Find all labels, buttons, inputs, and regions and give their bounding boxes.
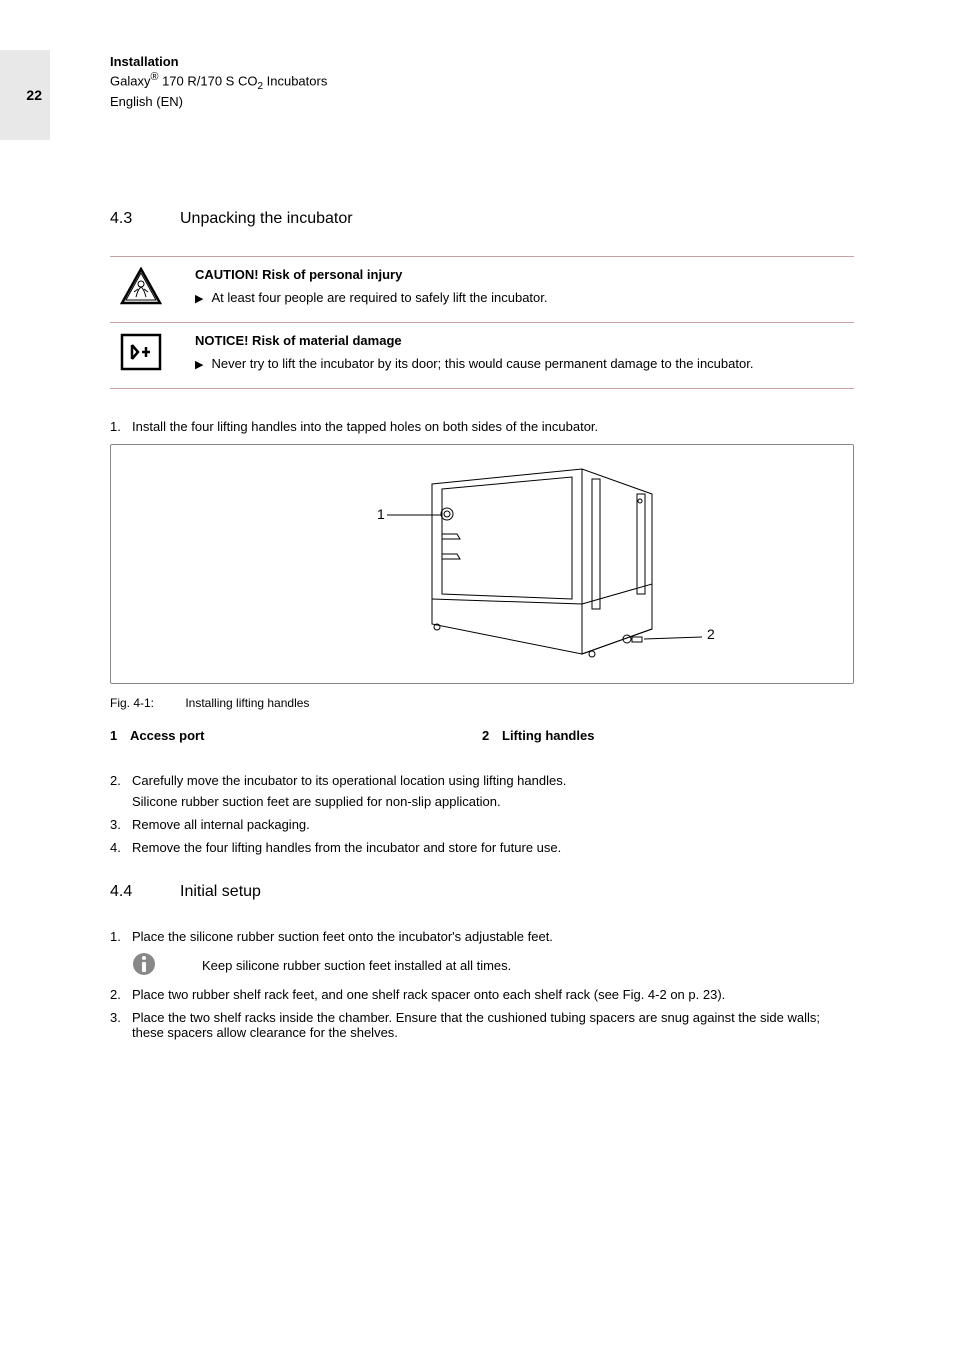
- step-1-num: 1.: [110, 419, 132, 434]
- section-43-title: Unpacking the incubator: [180, 210, 353, 228]
- setup-1-num: 1.: [110, 929, 132, 944]
- setup-3-text: Place the two shelf racks inside the cha…: [132, 1010, 854, 1040]
- notice-title: NOTICE! Risk of material damage: [195, 333, 854, 348]
- section-44-heading: 4.4 Initial setup: [110, 883, 854, 901]
- setup-1-text: Place the silicone rubber suction feet o…: [132, 929, 854, 944]
- content: 4.3 Unpacking the incubator CAUTION! Ris…: [0, 140, 854, 1040]
- setup-3: 3. Place the two shelf racks inside the …: [110, 1010, 854, 1040]
- info-icon: [132, 952, 162, 979]
- header-language: English (EN): [110, 94, 327, 109]
- setup-2: 2. Place two rubber shelf rack feet, and…: [110, 987, 854, 1002]
- step-3-num: 3.: [110, 817, 132, 832]
- caution-bullet: ▶ At least four people are required to s…: [195, 290, 854, 305]
- step-2-text: Carefully move the incubator to its oper…: [132, 773, 854, 809]
- incubator-diagram: 1 2: [232, 459, 732, 669]
- setup-2-text: Place two rubber shelf rack feet, and on…: [132, 987, 854, 1002]
- header-text: Installation Galaxy® 170 R/170 S CO2 Inc…: [50, 50, 327, 109]
- page: 22 Installation Galaxy® 170 R/170 S CO2 …: [0, 0, 954, 1098]
- figure-4-1: 1 2: [110, 444, 854, 684]
- caution-title: CAUTION! Risk of personal injury: [195, 267, 854, 282]
- section-44-number: 4.4: [110, 883, 180, 901]
- legend-2-num: 2: [482, 728, 502, 743]
- step-3-text: Remove all internal packaging.: [132, 817, 854, 832]
- header-section: Installation: [110, 54, 327, 69]
- notice-bullet: ▶ Never try to lift the incubator by its…: [195, 356, 854, 371]
- step-2-sub: Silicone rubber suction feet are supplie…: [132, 794, 854, 809]
- setup-2-num: 2.: [110, 987, 132, 1002]
- step-2: 2. Carefully move the incubator to its o…: [110, 773, 854, 809]
- legend-2-label: Lifting handles: [502, 728, 594, 743]
- figure-number: Fig. 4-1:: [110, 696, 182, 710]
- notice-block: NOTICE! Risk of material damage ▶ Never …: [110, 323, 854, 388]
- setup-3-num: 3.: [110, 1010, 132, 1040]
- callout-1: 1: [377, 506, 385, 522]
- step-1-text: Install the four lifting handles into th…: [132, 419, 854, 434]
- caution-block: CAUTION! Risk of personal injury ▶ At le…: [110, 257, 854, 322]
- legend-item-1: 1 Access port: [110, 728, 482, 743]
- setup-1: 1. Place the silicone rubber suction fee…: [110, 929, 854, 944]
- step-2-num: 2.: [110, 773, 132, 809]
- info-note-row: Keep silicone rubber suction feet instal…: [110, 952, 854, 979]
- notice-content: NOTICE! Risk of material damage ▶ Never …: [170, 333, 854, 371]
- step-4-text: Remove the four lifting handles from the…: [132, 840, 854, 855]
- arrow-icon: ▶: [195, 290, 203, 305]
- caution-icon: [110, 267, 170, 308]
- section-43-number: 4.3: [110, 210, 180, 228]
- section-44-title: Initial setup: [180, 883, 261, 901]
- legend-item-2: 2 Lifting handles: [482, 728, 854, 743]
- figure-caption-text: Installing lifting handles: [185, 696, 309, 710]
- page-number-value: 22: [26, 87, 42, 103]
- step-4-num: 4.: [110, 840, 132, 855]
- step-3: 3. Remove all internal packaging.: [110, 817, 854, 832]
- page-number: 22: [0, 50, 50, 140]
- caution-content: CAUTION! Risk of personal injury ▶ At le…: [170, 267, 854, 305]
- header-product: Galaxy® 170 R/170 S CO2 Incubators: [110, 71, 327, 92]
- legend-1-num: 1: [110, 728, 130, 743]
- step-1: 1. Install the four lifting handles into…: [110, 419, 854, 434]
- header-area: 22 Installation Galaxy® 170 R/170 S CO2 …: [0, 50, 854, 140]
- callout-2: 2: [707, 626, 715, 642]
- notice-text: Never try to lift the incubator by its d…: [211, 356, 753, 371]
- section-43-heading: 4.3 Unpacking the incubator: [110, 210, 854, 228]
- figure-legend: 1 Access port 2 Lifting handles: [110, 728, 854, 743]
- arrow-icon: ▶: [195, 356, 203, 371]
- legend-1-label: Access port: [130, 728, 204, 743]
- step-4: 4. Remove the four lifting handles from …: [110, 840, 854, 855]
- figure-caption: Fig. 4-1: Installing lifting handles: [110, 696, 854, 710]
- info-note-text: Keep silicone rubber suction feet instal…: [162, 958, 511, 973]
- notice-icon: [110, 333, 170, 374]
- caution-text: At least four people are required to saf…: [211, 290, 547, 305]
